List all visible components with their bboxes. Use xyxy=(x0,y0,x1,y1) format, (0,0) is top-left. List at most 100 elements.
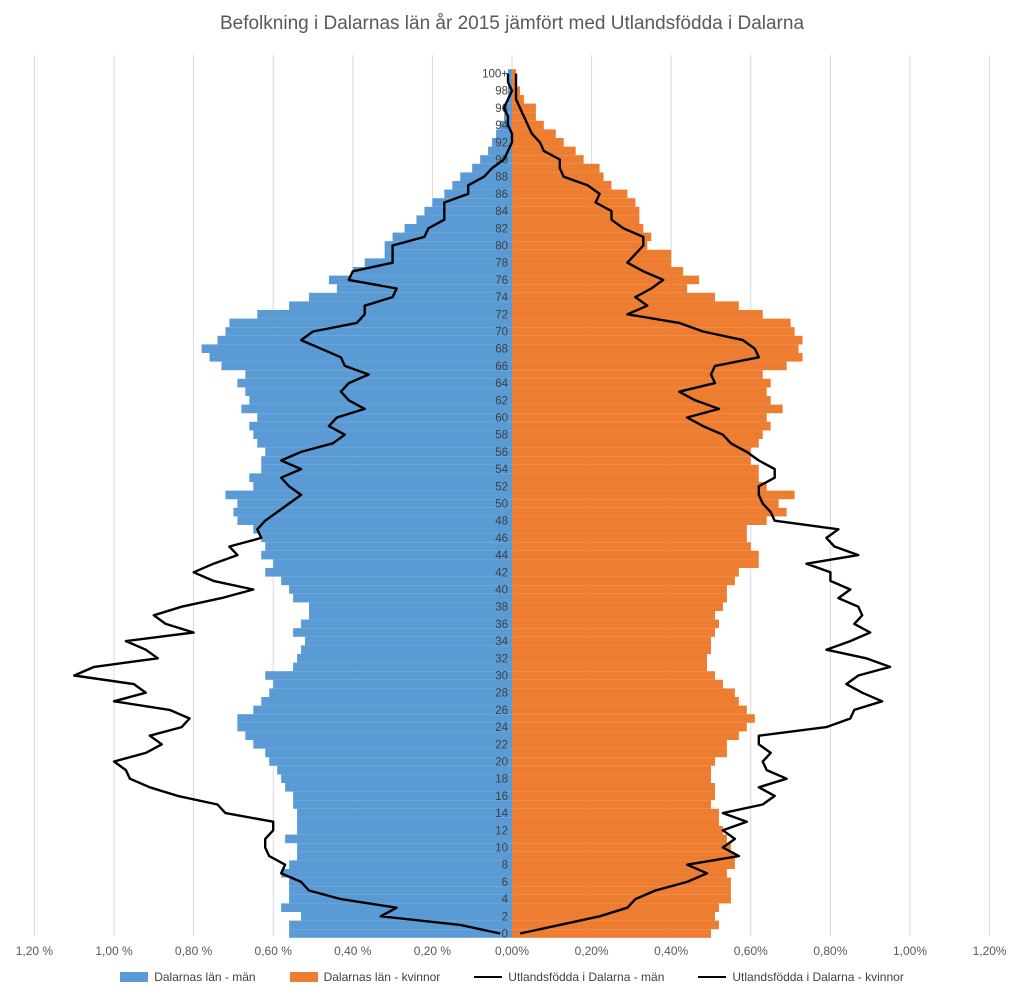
bar-women-age-15 xyxy=(512,800,711,809)
bar-men-age-25 xyxy=(237,714,512,723)
age-label-32: 64 xyxy=(495,378,508,390)
bar-men-age-66 xyxy=(221,361,512,371)
bar-men-age-11 xyxy=(285,834,512,844)
bar-men-age-96 xyxy=(504,103,512,113)
bar-women-age-89 xyxy=(512,163,600,173)
bar-men-age-13 xyxy=(297,817,512,826)
bar-women-age-44 xyxy=(512,550,759,560)
age-label-24: 48 xyxy=(495,516,508,528)
legend: Dalarnas län - män Dalarnas län - kvinno… xyxy=(0,970,1024,984)
bar-men-age-14 xyxy=(297,808,512,818)
age-label-38: 76 xyxy=(495,275,508,287)
bar-women-age-76 xyxy=(512,275,700,285)
x-tick-label-7: 0,20% xyxy=(575,944,609,958)
bar-men-age-37 xyxy=(309,611,512,620)
bar-women-age-67 xyxy=(512,353,803,362)
age-label-31: 62 xyxy=(495,395,508,407)
bar-women-age-42 xyxy=(512,568,739,577)
bar-men-age-84 xyxy=(424,206,512,216)
age-label-0: 0 xyxy=(502,929,508,941)
bar-men-age-10 xyxy=(297,843,512,852)
age-label-33: 66 xyxy=(495,361,508,373)
x-tick-label-5: 0,20 % xyxy=(414,944,452,958)
age-label-44: 88 xyxy=(495,172,508,184)
bar-men-age-26 xyxy=(253,705,513,715)
age-label-41: 82 xyxy=(495,223,508,235)
bar-women-age-64 xyxy=(512,378,771,388)
bar-women-age-20 xyxy=(512,757,715,766)
bar-women-age-63 xyxy=(512,387,767,396)
bar-women-age-14 xyxy=(512,808,719,818)
bar-men-age-15 xyxy=(293,800,512,809)
age-label-14: 28 xyxy=(495,688,508,700)
age-label-13: 26 xyxy=(495,705,508,717)
bar-men-age-68 xyxy=(201,344,512,353)
age-label-26: 52 xyxy=(495,481,508,493)
bar-men-age-80 xyxy=(384,241,512,250)
bar-women-age-34 xyxy=(512,636,711,646)
bar-men-age-63 xyxy=(245,387,512,396)
bar-women-age-28 xyxy=(512,688,735,697)
age-label-50: 100+ xyxy=(482,69,508,81)
legend-label-foreign-women: Utlandsfödda i Dalarna - kvinnor xyxy=(732,970,904,984)
bar-women-age-29 xyxy=(512,679,723,689)
bar-women-age-5 xyxy=(512,886,731,895)
bar-men-age-38 xyxy=(309,602,512,611)
bar-women-age-66 xyxy=(512,361,787,371)
bar-men-age-51 xyxy=(225,490,512,500)
legend-swatch-women xyxy=(289,972,318,982)
bar-women-age-74 xyxy=(512,292,715,302)
bar-women-age-19 xyxy=(512,765,711,775)
age-label-16: 32 xyxy=(495,653,508,665)
legend-label-foreign-men: Utlandsfödda i Dalarna - män xyxy=(508,970,665,984)
bar-men-age-49 xyxy=(233,507,512,517)
bar-women-age-38 xyxy=(512,602,723,611)
bar-women-age-71 xyxy=(512,318,791,328)
age-label-4: 8 xyxy=(502,860,508,872)
bar-men-age-91 xyxy=(488,146,512,156)
bar-women-age-24 xyxy=(512,722,747,732)
bar-men-age-75 xyxy=(336,284,512,293)
bar-men-age-44 xyxy=(261,550,512,560)
bar-men-age-17 xyxy=(285,783,512,792)
bar-women-age-79 xyxy=(512,249,672,259)
bar-women-age-13 xyxy=(512,817,719,826)
bar-men-age-90 xyxy=(480,155,512,164)
bar-women-age-93 xyxy=(512,129,556,138)
bar-men-age-88 xyxy=(460,172,512,181)
bar-men-age-22 xyxy=(253,740,513,749)
bar-women-age-7 xyxy=(512,869,727,878)
bar-women-age-27 xyxy=(512,697,739,706)
age-label-18: 36 xyxy=(495,619,508,631)
bar-women-age-48 xyxy=(512,516,767,525)
line-foreign-women xyxy=(514,73,892,935)
bar-women-age-85 xyxy=(512,198,636,207)
bar-women-age-10 xyxy=(512,843,731,852)
age-label-35: 70 xyxy=(495,327,508,339)
bar-women-age-78 xyxy=(512,258,672,267)
age-label-42: 84 xyxy=(495,206,508,218)
bar-men-age-76 xyxy=(328,275,512,285)
bar-men-age-99 xyxy=(508,77,512,87)
age-label-3: 6 xyxy=(502,877,508,889)
bar-women-age-23 xyxy=(512,731,739,740)
bar-men-age-98 xyxy=(508,86,512,95)
bar-men-age-8 xyxy=(289,860,512,869)
bar-women-age-57 xyxy=(512,439,759,448)
bar-women-age-50 xyxy=(512,499,779,508)
bar-women-age-31 xyxy=(512,662,708,672)
legend-item-foreign-men: Utlandsfödda i Dalarna - män xyxy=(474,970,664,984)
age-label-39: 78 xyxy=(495,258,508,270)
bar-men-age-5 xyxy=(289,886,512,895)
age-label-36: 72 xyxy=(495,309,508,321)
bar-men-age-82 xyxy=(404,224,512,233)
bar-women-age-22 xyxy=(512,740,727,749)
bar-men-age-36 xyxy=(301,619,512,629)
bar-men-age-73 xyxy=(289,301,512,310)
bar-women-age-30 xyxy=(512,671,715,680)
bar-men-age-31 xyxy=(293,662,512,672)
age-label-10: 20 xyxy=(495,757,508,769)
bar-women-age-25 xyxy=(512,714,755,723)
bar-women-age-52 xyxy=(512,482,767,491)
bar-men-age-77 xyxy=(352,267,512,276)
